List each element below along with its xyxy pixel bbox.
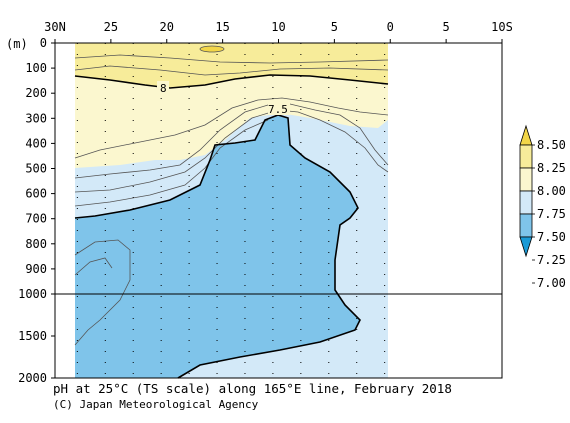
- thin-contour-1: [74, 54, 389, 64]
- y-tick-label: 700: [25, 212, 47, 226]
- small-contour-blob: [199, 45, 225, 53]
- colorbar-label: 8.50: [537, 138, 566, 152]
- x-tick-label: 5: [443, 20, 450, 34]
- thin-contour-4: [74, 103, 389, 179]
- x-tick-label: 0: [387, 20, 394, 34]
- contour-label-8-bg: [157, 81, 169, 94]
- chart-title: pH at 25°C (TS scale) along 165°E line, …: [53, 381, 452, 396]
- colorbar-segment: [519, 144, 533, 169]
- colorbar-label: 7.75: [537, 207, 566, 221]
- colorbar-bottom-arrow: [519, 236, 533, 258]
- y-tick-label: 400: [25, 136, 47, 150]
- colorbar-segment: [519, 190, 533, 215]
- colorbar-label: 8.00: [537, 184, 566, 198]
- band-lt-7-50: [75, 115, 360, 378]
- x-tick-label: 5: [331, 20, 338, 34]
- station-lines: [76, 43, 386, 378]
- colorbar-label: 7.00: [537, 276, 566, 290]
- y-tick-label: 1000: [18, 287, 47, 301]
- y-tick-label: 500: [25, 162, 47, 176]
- x-tick-label: 15: [215, 20, 229, 34]
- colorbar-segment: [519, 213, 533, 238]
- x-axis: 30N 25 20 15 10 5 0 5 10S: [44, 20, 513, 43]
- thin-contour-6: [74, 119, 269, 207]
- thick-contours: [74, 74, 389, 379]
- y-tick-label: 800: [25, 237, 47, 251]
- contour-label-8: 8: [160, 82, 167, 95]
- y-tick-label: 2000: [18, 371, 47, 385]
- thin-contour-3: [74, 97, 389, 159]
- y-axis-unit: (m): [6, 37, 28, 51]
- x-tick-label: 10: [271, 20, 285, 34]
- contour-7-5-line: [74, 114, 361, 379]
- y-tick-label: 600: [25, 187, 47, 201]
- x-tick-label: 30N: [44, 20, 66, 34]
- colorbar: 8.50 8.25 8.00 7.75 7.50 7.25 7.00: [519, 124, 566, 290]
- x-tick-label: 25: [104, 20, 118, 34]
- y-tick-label: 0: [40, 36, 47, 50]
- colorbar-label: 7.25: [537, 253, 566, 267]
- thin-contour-8: [74, 257, 113, 276]
- contour-8-line: [74, 74, 389, 89]
- y-tick-label: 1500: [18, 329, 47, 343]
- y-axis: 0 100 200 300 400 500 600 700 800 900 1000 1500 2000: [18, 36, 55, 385]
- x-tick-label: 20: [160, 20, 174, 34]
- band-gt-8-00: [75, 43, 388, 88]
- contour-label-7-5: 7.5: [268, 103, 288, 116]
- y-tick-label: 200: [25, 86, 47, 100]
- thin-contour-2: [74, 65, 389, 76]
- thin-contour-7: [74, 239, 131, 346]
- thin-contours: [74, 54, 389, 346]
- x-tick-label: 10S: [491, 20, 513, 34]
- credit-line: (C) Japan Meteorological Agency: [53, 398, 259, 411]
- colorbar-segment: [519, 167, 533, 192]
- colorbar-label: 7.50: [537, 230, 566, 244]
- contour-label-7-5-bg: [268, 102, 290, 115]
- y-tick-label: 900: [25, 262, 47, 276]
- thin-contour-5: [74, 109, 389, 193]
- y-tick-label: 100: [25, 61, 47, 75]
- colorbar-label: 8.25: [537, 161, 566, 175]
- colorbar-top-arrow: [519, 124, 533, 146]
- y-tick-label: 300: [25, 111, 47, 125]
